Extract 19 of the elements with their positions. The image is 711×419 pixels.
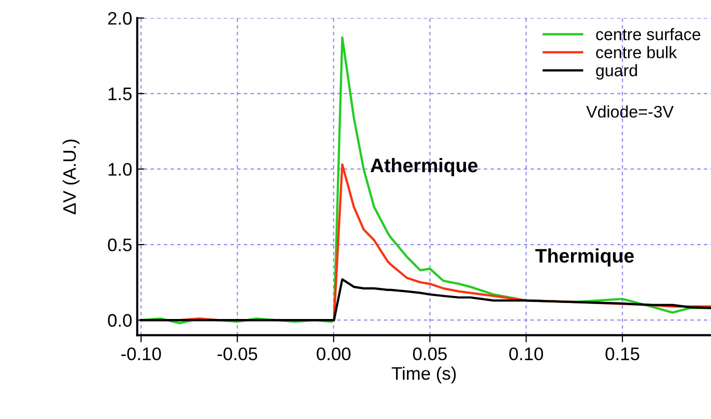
y-tick-label: 1.0 (108, 162, 132, 176)
annotation: Athermique (370, 158, 478, 176)
y-tick-label: 2.0 (108, 12, 132, 25)
x-tick-label: 0.15 (606, 347, 640, 360)
annotation: Thermique (535, 248, 634, 267)
annotation: Vdiode=-3V (586, 105, 674, 118)
x-tick-label: 0.00 (316, 347, 350, 360)
legend-label: guard (596, 64, 637, 80)
y-tick-label: 0.0 (108, 314, 132, 327)
legend-label: centre bulk (596, 46, 677, 58)
x-tick-label: 0.05 (413, 347, 447, 360)
x-axis-title: Time (s) (392, 366, 456, 384)
x-tick-label: 0.10 (509, 347, 544, 360)
y-tick-label: 1.5 (108, 88, 132, 100)
x-tick-label: -0.10 (121, 347, 161, 360)
x-tick-label: -0.05 (218, 347, 258, 360)
legend-label: centre surface (596, 28, 700, 40)
y-axis-title: ΔV (A.U.) (62, 140, 80, 214)
y-tick-label: 0.5 (108, 238, 132, 252)
